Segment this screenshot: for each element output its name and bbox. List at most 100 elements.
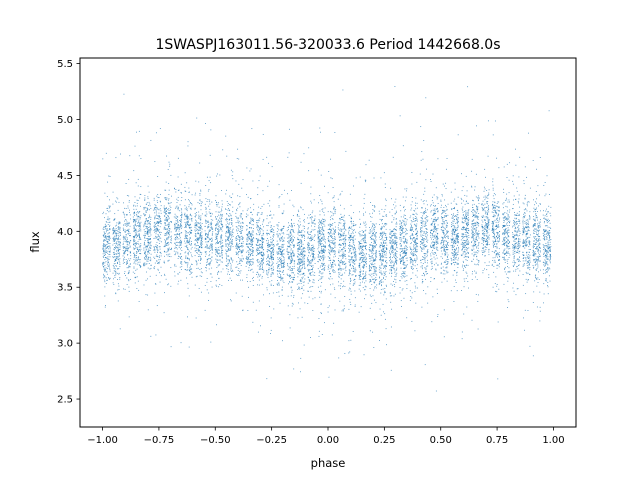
data-point xyxy=(322,268,323,270)
data-point xyxy=(293,244,295,246)
data-point xyxy=(334,251,336,253)
data-point xyxy=(206,233,208,235)
data-point xyxy=(320,272,322,274)
data-point xyxy=(201,234,203,236)
data-point xyxy=(166,244,167,246)
data-point xyxy=(379,254,381,256)
data-point xyxy=(547,248,549,250)
data-point xyxy=(204,230,206,232)
data-point xyxy=(105,261,107,263)
data-point xyxy=(548,259,550,261)
data-point xyxy=(209,245,211,247)
data-point xyxy=(270,329,272,331)
data-point xyxy=(452,215,454,217)
data-point xyxy=(524,260,526,262)
data-point xyxy=(226,260,228,262)
data-point xyxy=(354,252,356,254)
data-point xyxy=(217,249,219,251)
data-point xyxy=(396,241,398,243)
data-point xyxy=(215,253,216,255)
data-point xyxy=(385,260,386,262)
data-point xyxy=(107,216,109,218)
data-point xyxy=(505,228,507,230)
data-point xyxy=(334,235,336,237)
data-point xyxy=(343,247,344,248)
data-point xyxy=(445,234,447,236)
data-point xyxy=(107,224,109,226)
data-point xyxy=(393,284,395,285)
data-point xyxy=(413,244,415,246)
data-point xyxy=(119,242,121,244)
data-point xyxy=(446,258,448,260)
data-point xyxy=(432,221,434,223)
data-point xyxy=(330,224,332,226)
data-point xyxy=(288,245,290,247)
data-point xyxy=(184,218,186,220)
data-point xyxy=(187,217,189,219)
data-point xyxy=(318,225,320,227)
data-point xyxy=(400,261,401,263)
data-point xyxy=(516,232,518,234)
data-point xyxy=(550,255,551,257)
data-point xyxy=(113,243,115,244)
data-point xyxy=(112,240,114,242)
data-point xyxy=(374,225,376,226)
data-point xyxy=(421,230,423,232)
data-point xyxy=(278,276,280,278)
data-point xyxy=(508,211,510,213)
data-point xyxy=(512,265,514,267)
data-point xyxy=(136,234,138,236)
data-point xyxy=(373,234,375,236)
data-point xyxy=(228,235,230,237)
data-point xyxy=(164,244,166,246)
data-point xyxy=(426,262,428,264)
data-point xyxy=(225,219,227,221)
data-point xyxy=(281,238,283,239)
data-point xyxy=(229,195,231,197)
data-point xyxy=(381,249,383,251)
data-point xyxy=(301,241,303,243)
data-point xyxy=(297,272,299,274)
data-point xyxy=(298,286,300,288)
data-point xyxy=(187,219,189,221)
data-point xyxy=(354,255,355,257)
data-point xyxy=(321,250,323,252)
data-point xyxy=(435,187,437,189)
data-point xyxy=(372,261,374,263)
data-point xyxy=(197,242,198,244)
data-point xyxy=(529,241,531,243)
data-point xyxy=(219,264,221,266)
data-point xyxy=(106,248,108,250)
data-point xyxy=(538,258,540,260)
data-point xyxy=(353,229,354,231)
data-point xyxy=(257,240,259,242)
data-point xyxy=(277,236,279,238)
data-point xyxy=(217,231,219,233)
data-point xyxy=(333,248,334,249)
data-point xyxy=(119,244,121,246)
data-point xyxy=(506,252,508,254)
data-point xyxy=(372,249,374,251)
data-point xyxy=(321,209,323,211)
data-point xyxy=(219,229,221,231)
data-point xyxy=(211,249,213,251)
data-point xyxy=(297,276,299,278)
data-point xyxy=(462,222,464,224)
data-point xyxy=(372,234,373,236)
data-point xyxy=(125,239,127,241)
data-point xyxy=(134,240,136,242)
data-point xyxy=(477,200,479,202)
data-point xyxy=(482,272,484,274)
data-point xyxy=(279,277,281,278)
data-point xyxy=(181,226,183,228)
data-point xyxy=(304,226,305,228)
data-point xyxy=(528,239,530,241)
data-point xyxy=(421,207,423,209)
data-point xyxy=(168,210,170,211)
data-point xyxy=(463,251,465,253)
data-point xyxy=(209,262,211,264)
data-point xyxy=(371,238,373,240)
data-point xyxy=(454,208,455,210)
data-point xyxy=(527,220,529,222)
data-point xyxy=(468,234,470,236)
